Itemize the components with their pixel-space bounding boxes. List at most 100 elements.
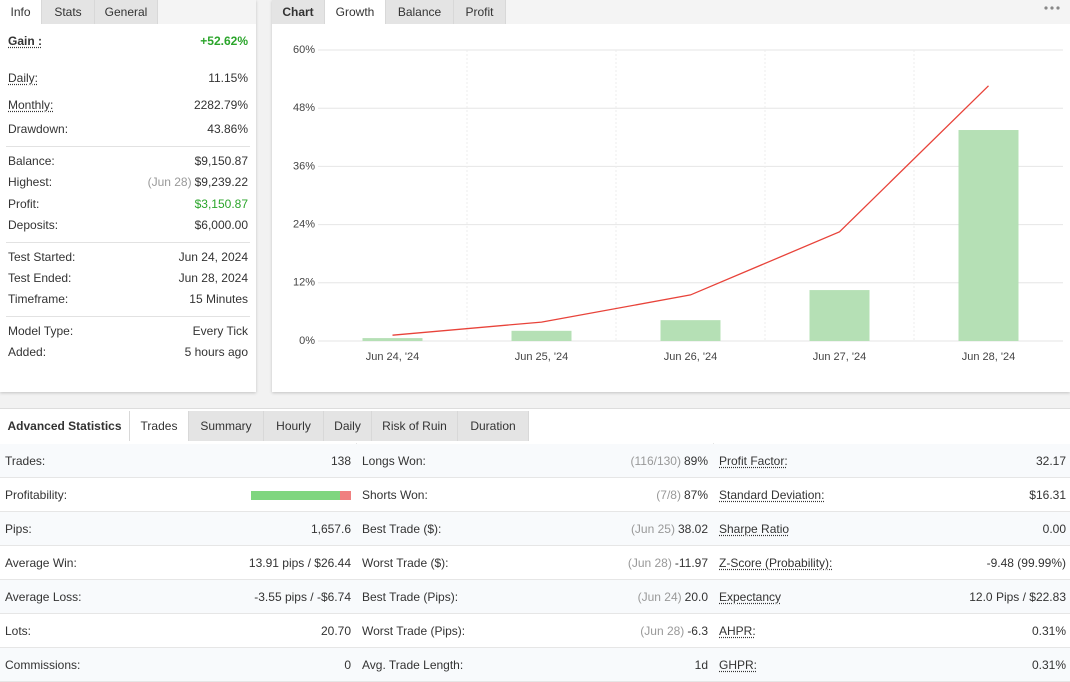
stat-value: 5 hours ago: [185, 344, 248, 360]
stat-label: Balance:: [8, 153, 55, 169]
stat-value: (Jun 28) -6.3: [362, 623, 708, 639]
stat-value: (Jun 25) 38.02: [362, 521, 708, 537]
stat-value: $16.31: [719, 487, 1066, 503]
value: 5 hours ago: [185, 345, 248, 359]
tab[interactable]: Hourly: [264, 411, 324, 441]
y-tick-label: 60%: [293, 44, 315, 56]
stat-note: (7/8): [656, 488, 681, 502]
growth-line: [393, 86, 989, 335]
stat-value: $9,150.87: [195, 153, 248, 169]
stat-value: (Jun 28) -11.97: [362, 555, 708, 571]
stat-value: 32.17: [719, 453, 1066, 469]
stat-value: (Jun 24) 20.0: [362, 589, 708, 605]
y-tick-label: 0%: [299, 335, 315, 347]
tab[interactable]: Summary: [189, 411, 264, 441]
stat-note: (Jun 28): [148, 175, 192, 189]
tab[interactable]: General: [95, 0, 158, 24]
stat-label: Drawdown:: [8, 121, 68, 137]
tab[interactable]: Duration: [458, 411, 529, 441]
value: 11.15%: [208, 71, 248, 85]
stats-section: Advanced Statistics Trades Summary Hourly Da…: [0, 408, 1070, 676]
stat-value: 0.00: [719, 521, 1066, 537]
stat-value: +52.62%: [200, 33, 248, 49]
bar: [810, 290, 870, 341]
info-panel: Info Stats General Gain : +52.62% Daily: 11.15…: [0, 0, 256, 392]
stat-value: -9.48 (99.99%): [719, 555, 1066, 571]
value: 138: [331, 454, 351, 468]
tab[interactable]: Daily: [324, 411, 372, 441]
stat-value: 138: [5, 453, 351, 469]
stat-label: Model Type:: [8, 323, 73, 339]
page: { "info_tabs": [{"label": "Info", "activ…: [0, 0, 1070, 676]
chart-panel: Chart Growth Balance Profit 0% 12% 24% 36% 48% 60…: [272, 0, 1070, 392]
value: -11.97: [675, 556, 708, 570]
stat-value: 1d: [362, 657, 708, 673]
stat-label: Test Started:: [8, 249, 75, 265]
tab[interactable]: Stats: [42, 0, 95, 24]
bar: [959, 130, 1019, 341]
stat-note: (Jun 25): [631, 522, 675, 536]
x-tick-label: Jun 27, '24: [813, 351, 866, 363]
chart: 0%12%24%36%48%60%Jun 24, '24 Jun 25, '24 J…: [272, 0, 1070, 392]
x-tick-label: Jun 25, '24: [515, 351, 568, 363]
stat-value: 12.0 Pips / $22.83: [719, 589, 1066, 605]
value: 32.17: [1036, 454, 1066, 468]
stat-label: Added:: [8, 344, 46, 360]
value: 20.70: [321, 624, 351, 638]
stat-label: Highest:: [8, 174, 52, 190]
stat-label: Monthly:: [8, 97, 53, 113]
stat-value: Jun 28, 2024: [179, 270, 248, 286]
separator: [6, 316, 250, 317]
value: +52.62%: [200, 34, 248, 48]
stat-value: (7/8) 87%: [362, 487, 708, 503]
tab[interactable]: Advanced Statistics: [0, 411, 130, 441]
value: $3,150.87: [195, 197, 248, 211]
value: Jun 24, 2024: [179, 250, 248, 264]
stat-value: 2282.79%: [194, 97, 248, 113]
stat-value: (116/130) 89%: [362, 453, 708, 469]
stat-note: (Jun 24): [638, 590, 682, 604]
menu-dot: [1044, 6, 1047, 9]
stat-label: Timeframe:: [8, 291, 68, 307]
value: $9,239.22: [195, 175, 248, 189]
stat-label: Daily:: [8, 70, 38, 86]
value: 87%: [684, 488, 708, 502]
stat-value: -3.55 pips / -$6.74: [5, 589, 351, 605]
stat-value: 11.15%: [208, 70, 248, 86]
value: 0: [344, 658, 351, 672]
screen: Info Stats General Gain : +52.62% Daily: 11.15…: [0, 0, 1070, 676]
tab[interactable]: Info: [0, 0, 42, 24]
value: Every Tick: [193, 324, 248, 338]
stat-value: 20.70: [5, 623, 351, 639]
stat-value: 43.86%: [207, 121, 248, 137]
value: 0.00: [1043, 522, 1066, 536]
stat-value: 0.31%: [719, 623, 1066, 639]
value: 0.31%: [1032, 658, 1066, 672]
stat-label: Profit:: [8, 196, 39, 212]
value: 89%: [684, 454, 708, 468]
value: -9.48 (99.99%): [987, 556, 1066, 570]
tab[interactable]: Risk of Ruin: [372, 411, 458, 441]
separator: [6, 146, 250, 147]
stat-value: (Jun 28) $9,239.22: [148, 174, 248, 190]
value: -6.3: [687, 624, 708, 638]
profitability-bar: [251, 491, 351, 500]
value: $9,150.87: [195, 154, 248, 168]
value: 13.91 pips / $26.44: [249, 556, 351, 570]
tab[interactable]: Trades: [130, 411, 189, 441]
stat-label: Profitability:: [5, 487, 67, 503]
x-tick-label: Jun 26, '24: [664, 351, 717, 363]
value: 12.0 Pips / $22.83: [969, 590, 1066, 604]
y-tick-label: 24%: [293, 219, 315, 231]
profitability-won: [251, 491, 340, 500]
stat-label: Deposits:: [8, 217, 58, 233]
value: $16.31: [1029, 488, 1066, 502]
value: $6,000.00: [195, 218, 248, 232]
menu-dot: [1056, 6, 1059, 9]
value: 15 Minutes: [189, 292, 248, 306]
stat-note: (116/130): [630, 454, 680, 468]
stat-value: 0: [5, 657, 351, 673]
stat-value: Every Tick: [193, 323, 248, 339]
value: 1d: [695, 658, 708, 672]
value: 1,657.6: [311, 522, 351, 536]
